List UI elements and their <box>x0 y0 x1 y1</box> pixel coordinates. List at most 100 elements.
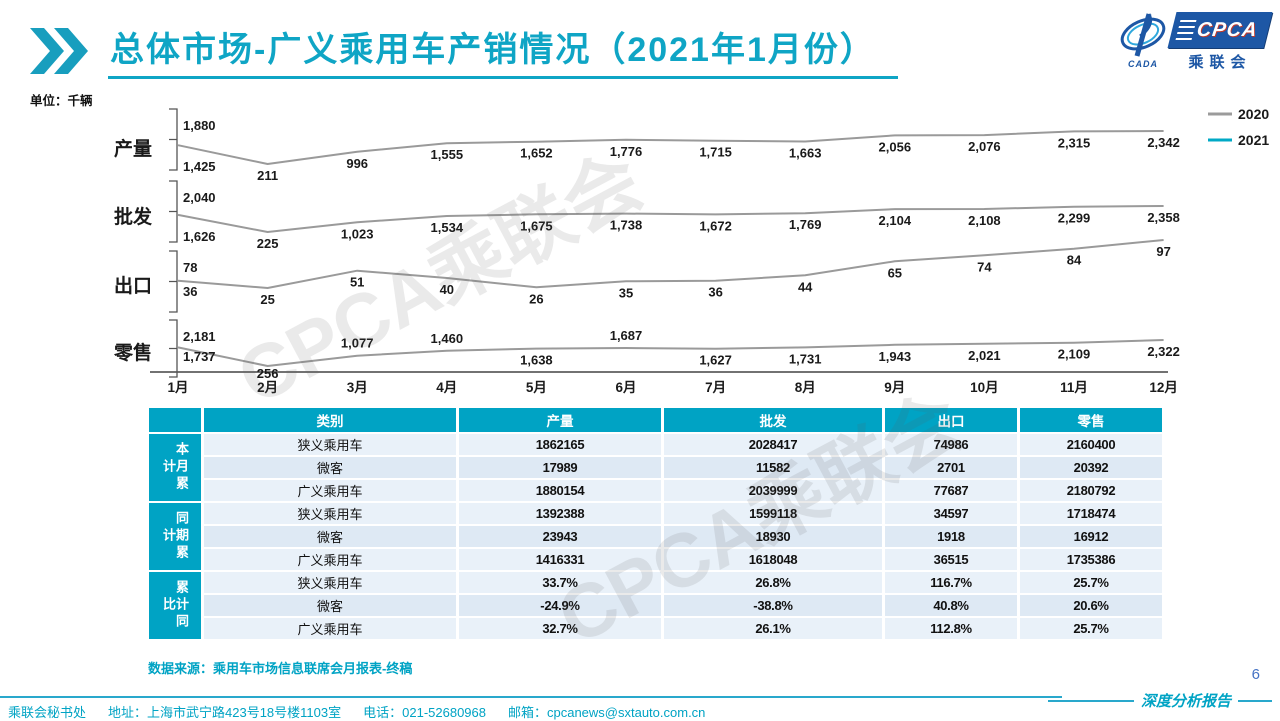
value-cell: 1392388 <box>459 503 661 524</box>
logo-stripes-icon <box>1175 20 1197 40</box>
group-label: 累计同比 <box>149 572 201 639</box>
chart-value-label: 1,943 <box>879 349 912 364</box>
axis-bracket <box>169 108 178 171</box>
month-label: 11月 <box>1060 380 1088 395</box>
table-row: 广义乘用车 32.7% 26.1% 112.8% 25.7% <box>149 618 1162 639</box>
chart-value-label: 2,108 <box>968 213 1001 228</box>
chart-value-label: 225 <box>257 236 279 251</box>
category-cell: 广义乘用车 <box>204 480 456 501</box>
chart-value-label: 1,023 <box>341 226 374 241</box>
axis-bracket <box>169 250 178 313</box>
value-cell: 11582 <box>664 457 882 478</box>
table-corner <box>149 408 201 432</box>
chart-value-label: 1,731 <box>789 351 822 366</box>
report-dash-right <box>1238 699 1272 702</box>
footer-address: 地址：上海市武宁路423号18号楼1103室 <box>108 705 342 720</box>
month-label: 1月 <box>167 380 188 395</box>
value-cell: 1862165 <box>459 434 661 455</box>
category-cell: 微客 <box>204 595 456 616</box>
table-row: 微客 23943 18930 1918 16912 <box>149 526 1162 547</box>
chart-value-label: 51 <box>350 275 364 290</box>
table-row: 同期累计 狭义乘用车 1392388 1599118 34597 1718474 <box>149 503 1162 570</box>
chart-value-label: 211 <box>257 168 278 183</box>
unit-label: 单位：千辆 <box>30 94 93 108</box>
line-2020-出口 <box>177 239 1164 289</box>
production-sales-chart: 1月 2月 3月 4月 5月 6月 7月 8月 9月 10月 11月 12月 2020 2021 产量 1,4… <box>113 106 1269 395</box>
cpca-logo: CADA CPCA 乘联会 <box>1116 12 1273 72</box>
chart-value-label: 1,663 <box>789 146 822 161</box>
month-label: 5月 <box>526 380 547 395</box>
value-cell: 33.7% <box>459 572 661 593</box>
table-row: 微客 17989 11582 2701 20392 <box>149 457 1162 478</box>
page-number: 6 <box>1251 666 1260 683</box>
month-label: 10月 <box>970 380 999 395</box>
table-header: 批发 <box>664 408 882 432</box>
chart-value-label: 74 <box>977 259 992 274</box>
value-cell: 32.7% <box>459 618 661 639</box>
jan-2021-label: 78 <box>183 260 197 275</box>
value-cell: 74986 <box>885 434 1017 455</box>
value-cell: 16912 <box>1020 526 1162 547</box>
value-cell: 25.7% <box>1020 618 1162 639</box>
group-label: 本月累计 <box>149 434 201 501</box>
chart-value-label: 84 <box>1067 253 1082 268</box>
cada-label: CADA <box>1128 59 1158 69</box>
table-row: 广义乘用车 1880154 2039999 77687 2180792 <box>149 480 1162 501</box>
chart-value-label: 2,076 <box>968 139 1001 154</box>
axis-bracket <box>169 319 178 378</box>
month-label: 12月 <box>1149 380 1178 395</box>
chart-value-label: 25 <box>260 292 274 307</box>
chart-value-label: 2,322 <box>1147 344 1180 359</box>
chart-value-label: 1,534 <box>431 220 464 235</box>
chart-value-label: 1,652 <box>520 146 553 161</box>
chart-value-label: 1,672 <box>699 218 732 233</box>
value-cell: 2180792 <box>1020 480 1162 501</box>
chart-value-label: 996 <box>346 156 368 171</box>
report-dash-left <box>1047 699 1134 702</box>
chart-value-label: 65 <box>888 265 902 280</box>
chart-value-label: 1,769 <box>789 217 822 232</box>
value-cell: 17989 <box>459 457 661 478</box>
value-cell: 1618048 <box>664 549 882 570</box>
month-label: 6月 <box>615 380 636 395</box>
value-cell: 116.7% <box>885 572 1017 593</box>
table-row: 微客 -24.9% -38.8% 40.8% 20.6% <box>149 595 1162 616</box>
value-cell: 36515 <box>885 549 1017 570</box>
chart-value-label: 1,627 <box>699 353 732 368</box>
chart-value-label: 35 <box>619 285 633 300</box>
cpca-banner: CPCA <box>1167 12 1273 48</box>
value-cell: 2039999 <box>664 480 882 501</box>
chart-value-label: 2,109 <box>1058 347 1091 362</box>
group-label: 同期累计 <box>149 503 201 570</box>
value-cell: 1918 <box>885 526 1017 547</box>
value-cell: 1718474 <box>1020 503 1162 524</box>
value-cell: 2701 <box>885 457 1017 478</box>
value-cell: 1416331 <box>459 549 661 570</box>
chart-value-label: 40 <box>440 282 454 297</box>
row-label-零售: 零售 <box>113 341 152 364</box>
value-cell: 112.8% <box>885 618 1017 639</box>
row-label-产量: 产量 <box>114 137 152 160</box>
chart-value-label: 1,626 <box>183 229 216 244</box>
chart-value-label: 1,776 <box>610 144 643 159</box>
value-cell: -38.8% <box>664 595 882 616</box>
jan-2021-label: 2,181 <box>183 329 216 344</box>
value-cell: 26.1% <box>664 618 882 639</box>
chart-value-label: 1,737 <box>183 349 216 364</box>
month-label: 9月 <box>884 380 905 395</box>
value-cell: 25.7% <box>1020 572 1162 593</box>
month-label: 8月 <box>795 380 816 395</box>
table-header: 零售 <box>1020 408 1162 432</box>
chart-value-label: 2,315 <box>1058 135 1091 150</box>
row-label-出口: 出口 <box>114 274 152 297</box>
jan-2021-label: 1,880 <box>183 118 216 133</box>
row-label-批发: 批发 <box>114 205 153 228</box>
double-chevron-icon <box>30 28 88 74</box>
report-type-label: 深度分析报告 <box>1047 690 1272 711</box>
month-label: 2月 <box>257 380 278 395</box>
value-cell: 23943 <box>459 526 661 547</box>
value-cell: 40.8% <box>885 595 1017 616</box>
chenglianhui-label: 乘联会 <box>1188 54 1252 71</box>
chart-value-label: 2,299 <box>1058 211 1091 226</box>
